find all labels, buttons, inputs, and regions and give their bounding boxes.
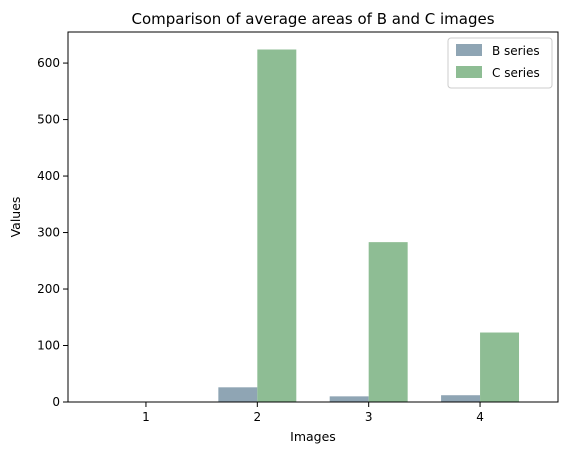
legend-swatch-c-series (456, 66, 482, 78)
y-axis-label: Values (8, 197, 23, 238)
legend-label-b-series: B series (492, 44, 540, 58)
x-tick-label: 4 (476, 410, 484, 424)
bar-c-series-4 (480, 332, 520, 402)
bar-c-series-3 (368, 242, 408, 402)
x-axis-ticks: 1 2 3 4 (142, 402, 484, 424)
x-tick-label: 1 (142, 410, 150, 424)
y-tick-label: 400 (37, 169, 60, 183)
y-tick-label: 100 (37, 339, 60, 353)
bar-c-series-2 (257, 49, 297, 402)
x-tick-label: 2 (253, 410, 261, 424)
y-tick-label: 600 (37, 56, 60, 70)
plot-area-frame (67, 31, 559, 403)
legend-label-c-series: C series (492, 66, 540, 80)
y-tick-label: 500 (37, 113, 60, 127)
legend-swatch-b-series (456, 44, 482, 56)
x-axis-label: Images (290, 429, 336, 444)
legend: B series C series (447, 37, 553, 89)
x-tick-label: 3 (365, 410, 373, 424)
bar-b-series-2 (218, 387, 258, 402)
y-tick-label: 0 (52, 395, 60, 409)
chart-title: Comparison of average areas of B and C i… (131, 10, 494, 28)
bar-b-series-4 (441, 395, 481, 402)
y-tick-label: 300 (37, 226, 60, 240)
bar-b-series-3 (329, 396, 369, 402)
bars (218, 49, 520, 402)
y-tick-label: 200 (37, 282, 60, 296)
y-axis-ticks: 0 100 200 300 400 500 600 (37, 56, 68, 409)
